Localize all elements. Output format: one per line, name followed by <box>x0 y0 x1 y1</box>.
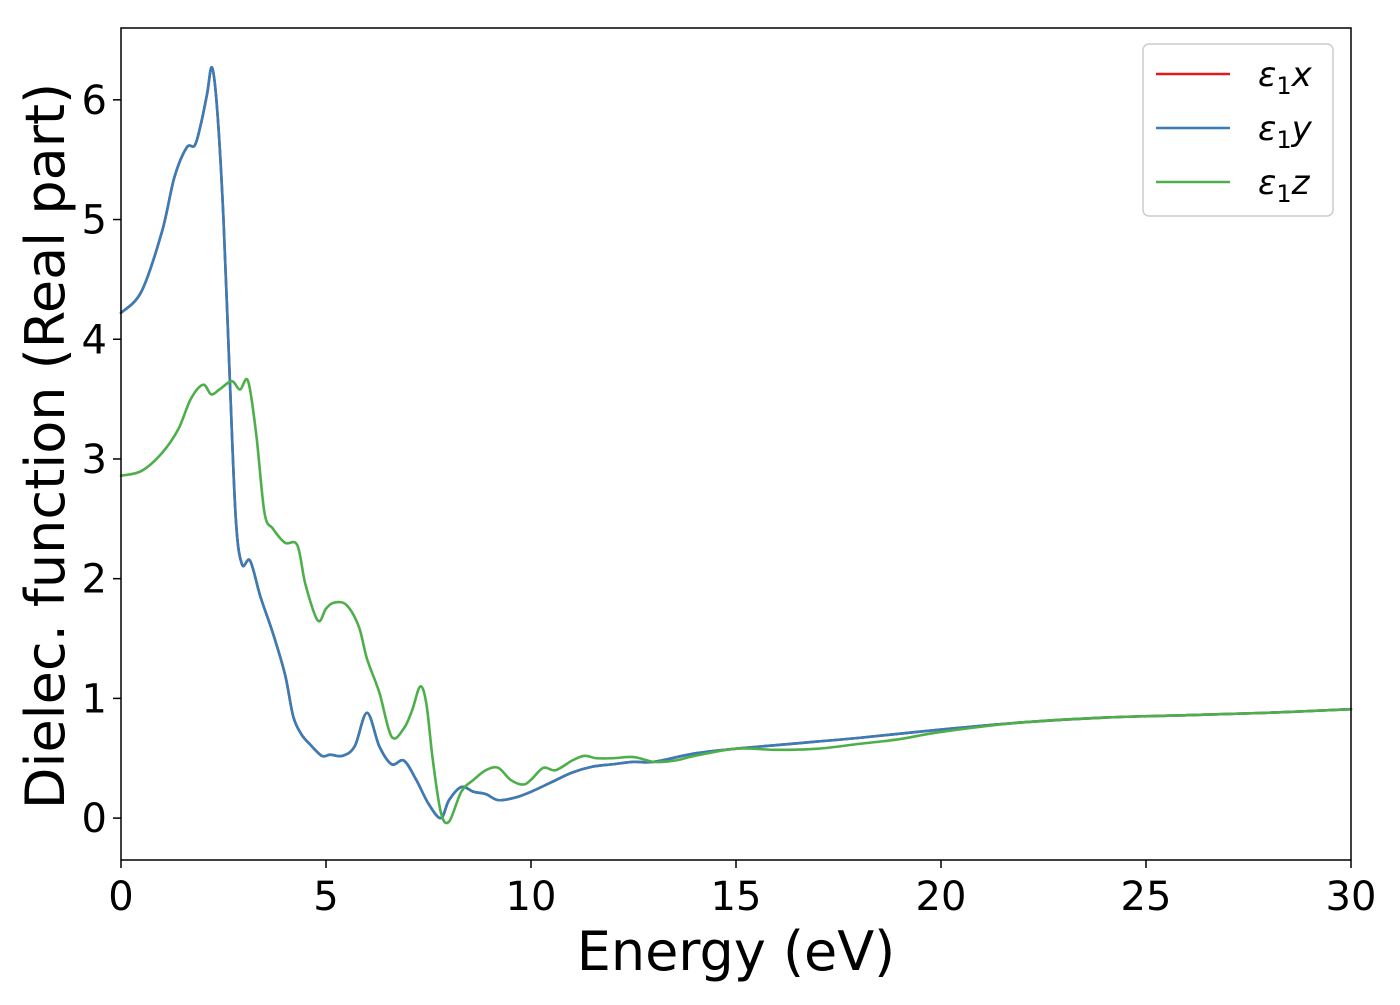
y-tick-label: 0 <box>82 796 107 842</box>
x-tick-label: 15 <box>711 874 762 920</box>
x-tick-label: 0 <box>108 874 133 920</box>
series-line-y <box>119 66 1353 820</box>
x-axis-title: Energy (eV) <box>577 920 896 983</box>
x-axis-ticks: 0 5 10 15 20 25 30 <box>108 860 1376 920</box>
series-line-z <box>119 377 1353 825</box>
y-tick-label: 1 <box>82 676 107 722</box>
y-tick-label: 6 <box>82 78 107 124</box>
x-tick-label: 25 <box>1121 874 1172 920</box>
y-tick-label: 3 <box>82 437 107 483</box>
x-tick-label: 5 <box>313 874 338 920</box>
y-tick-label: 4 <box>82 317 107 363</box>
legend-label-x: ε1x <box>1258 55 1313 100</box>
y-axis-title: Dielec. function (Real part) <box>14 83 77 809</box>
legend-frame <box>1142 43 1334 217</box>
legend-label-z: ε1z <box>1258 163 1311 208</box>
y-axis-ticks: 0 1 2 3 4 5 6 <box>82 78 121 842</box>
x-tick-label: 30 <box>1326 874 1377 920</box>
y-tick-label: 2 <box>82 557 107 603</box>
legend-label-y: ε1y <box>1258 109 1313 154</box>
series-layer <box>119 66 1353 825</box>
y-tick-label: 5 <box>82 198 107 244</box>
x-tick-label: 20 <box>916 874 967 920</box>
plot-frame <box>120 27 1352 861</box>
legend[interactable]: ε1x ε1y ε1z <box>1142 43 1334 217</box>
x-tick-label: 10 <box>506 874 557 920</box>
